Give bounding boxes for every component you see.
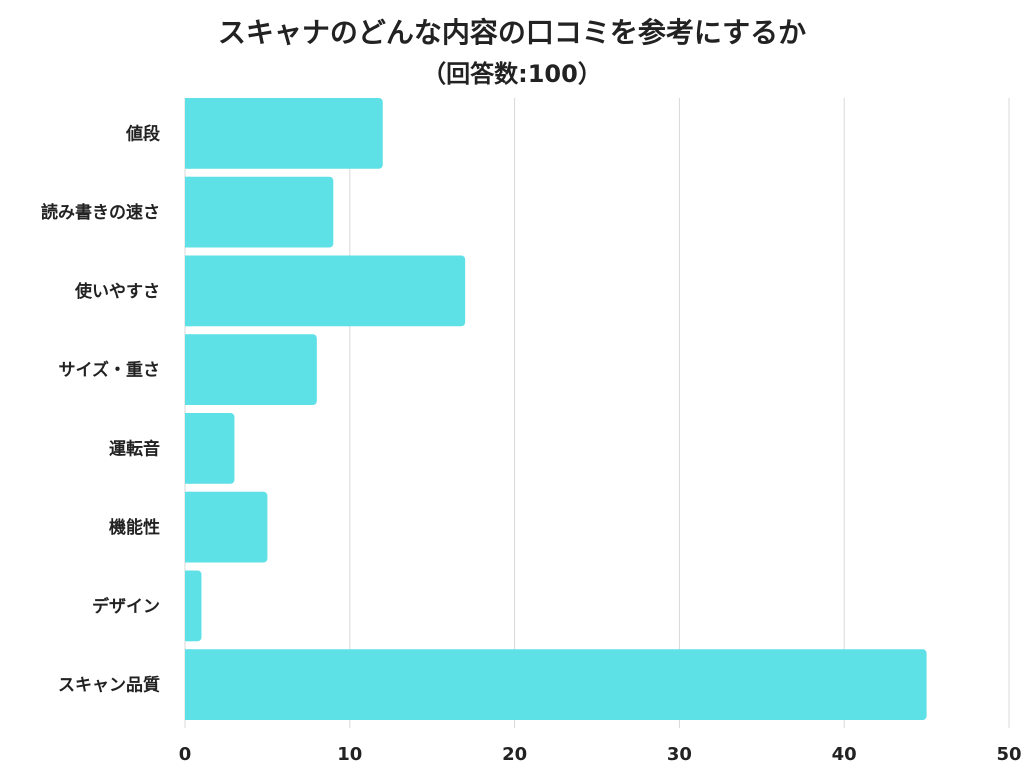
bar-base — [185, 176, 191, 248]
bars — [185, 98, 927, 720]
bar — [185, 334, 317, 405]
bar — [185, 491, 268, 563]
category-label: スキャン品質 — [58, 675, 160, 696]
bar — [185, 255, 466, 327]
x-tick-labels: 0 10 20 30 40 50 — [179, 744, 1022, 765]
category-label: サイズ・重さ — [59, 360, 161, 381]
bar-base — [185, 334, 191, 405]
bar — [185, 176, 334, 248]
category-label: デザイン — [92, 596, 160, 617]
chart-subtitle: （回答数:100） — [422, 60, 602, 88]
bar — [185, 413, 235, 484]
bar-base — [185, 570, 191, 642]
x-tick-label: 10 — [337, 744, 362, 765]
bar-base — [185, 491, 191, 563]
category-label: 使いやすさ — [74, 281, 160, 302]
x-tick-label: 20 — [502, 744, 527, 765]
bar-base — [185, 98, 191, 169]
x-tick-label: 50 — [996, 744, 1021, 765]
category-label: 読み書きの速さ — [41, 202, 160, 223]
x-tick-label: 30 — [667, 744, 692, 765]
chart-title: スキャナのどんな内容の口コミを参考にするか — [217, 16, 807, 49]
bar-base — [185, 255, 191, 327]
bar — [185, 649, 927, 720]
bar-base — [185, 649, 191, 720]
bar — [185, 98, 383, 169]
category-label: 機能性 — [109, 517, 160, 538]
category-label: 値段 — [125, 123, 160, 144]
x-tick-label: 0 — [179, 744, 192, 765]
bar-base — [185, 413, 191, 484]
category-label: 運転音 — [109, 438, 160, 459]
x-tick-label: 40 — [832, 744, 857, 765]
